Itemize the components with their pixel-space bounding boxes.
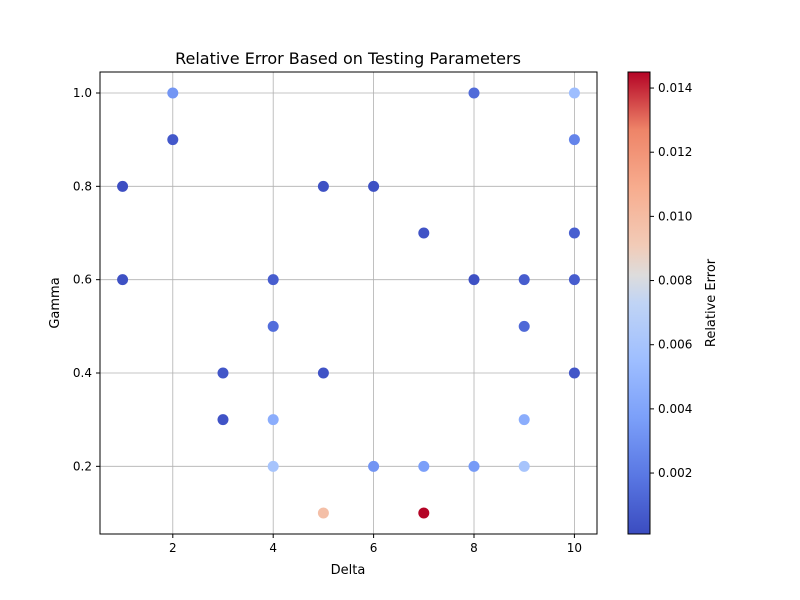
data-point	[518, 460, 530, 472]
data-point	[267, 460, 279, 472]
data-point	[167, 134, 179, 146]
colorbar-tick-label: 0.004	[658, 402, 692, 416]
data-point	[217, 414, 229, 426]
data-point	[568, 367, 580, 379]
data-point	[418, 227, 430, 239]
data-point	[117, 274, 129, 286]
data-point	[468, 87, 480, 99]
x-tick-label: 6	[370, 541, 378, 555]
data-point	[518, 414, 530, 426]
data-point	[568, 134, 580, 146]
colorbar-tick-label: 0.014	[658, 81, 692, 95]
grid	[100, 72, 597, 534]
data-point	[317, 507, 329, 519]
colorbar-tick-label: 0.008	[658, 274, 692, 288]
y-tick-label: 1.0	[73, 86, 92, 100]
y-axis-ticks: 0.2 0.4 0.6 0.8 1.0	[73, 86, 100, 473]
data-points	[117, 87, 580, 519]
x-tick-label: 10	[567, 541, 582, 555]
data-point	[267, 320, 279, 332]
data-point	[518, 320, 530, 332]
x-tick-label: 2	[169, 541, 177, 555]
data-point	[267, 414, 279, 426]
x-tick-label: 4	[269, 541, 277, 555]
plot-frame	[99, 71, 598, 535]
data-point	[518, 274, 530, 286]
y-tick-label: 0.6	[73, 273, 92, 287]
y-tick-label: 0.2	[73, 459, 92, 473]
data-point	[568, 274, 580, 286]
data-point	[317, 367, 329, 379]
data-point	[468, 274, 480, 286]
data-point	[167, 87, 179, 99]
colorbar	[628, 72, 650, 534]
data-point	[317, 180, 329, 192]
colorbar-tick-label: 0.006	[658, 338, 692, 352]
colorbar-tick-label: 0.012	[658, 145, 692, 159]
data-point	[468, 460, 480, 472]
data-point	[418, 460, 430, 472]
y-axis-label: Gamma	[48, 277, 63, 328]
data-point	[267, 274, 279, 286]
x-axis-ticks: 2 4 6 8 10	[169, 534, 582, 555]
data-point	[117, 180, 129, 192]
data-point	[368, 460, 380, 472]
data-point	[217, 367, 229, 379]
y-tick-label: 0.4	[73, 366, 92, 380]
chart-title: Relative Error Based on Testing Paramete…	[175, 49, 521, 68]
colorbar-frame	[627, 71, 651, 535]
data-point	[418, 507, 430, 519]
colorbar-ticks: 0.002 0.004 0.006 0.008 0.010 0.012 0.014	[650, 81, 692, 480]
x-tick-label: 8	[470, 541, 478, 555]
colorbar-label: Relative Error	[704, 258, 719, 347]
colorbar-tick-label: 0.010	[658, 209, 692, 223]
y-tick-label: 0.8	[73, 179, 92, 193]
colorbar-tick-label: 0.002	[658, 466, 692, 480]
data-point	[568, 227, 580, 239]
x-axis-label: Delta	[331, 563, 366, 578]
data-point	[568, 87, 580, 99]
data-point	[368, 180, 380, 192]
